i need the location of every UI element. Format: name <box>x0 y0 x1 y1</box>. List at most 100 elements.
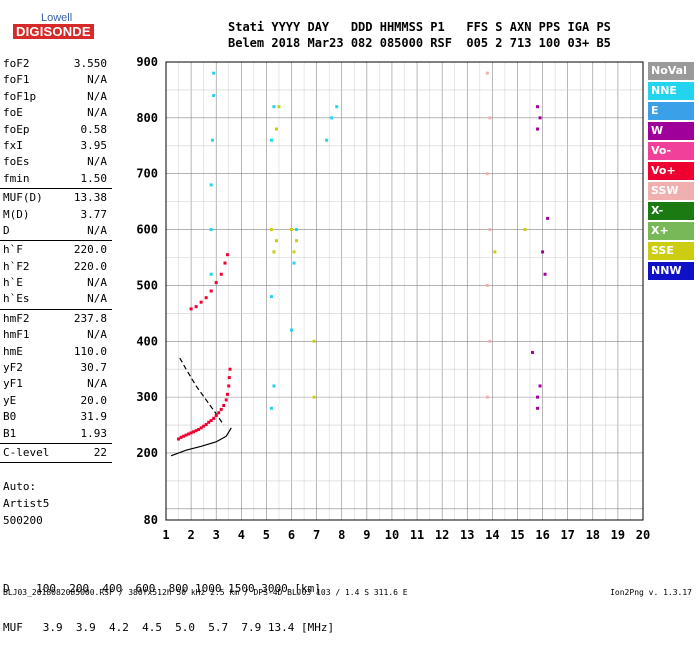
data-point-w <box>536 127 540 131</box>
ionogram-chart: 1 2 3 4 5 6 7 8 9 10 11 12 13 14 15 16 17 18 19 20 80200300… <box>136 55 650 542</box>
distance-muf-table: D 100 200 400 600 800 1000 1500 3000 [km… <box>3 556 334 647</box>
x-tick-label: 18 <box>586 528 600 542</box>
chart-points <box>177 71 550 441</box>
data-point-vo <box>192 430 196 434</box>
legend-item-w: W <box>648 122 694 140</box>
data-point-nne <box>325 138 329 142</box>
param-row: hmE 110.0 <box>0 344 112 360</box>
param-value: 31.9 <box>80 410 108 424</box>
param-key: MUF(D) <box>3 191 43 205</box>
param-key: foEp <box>3 122 30 136</box>
logo-lowell: Lowell <box>41 12 73 24</box>
x-tick-label: 17 <box>560 528 574 542</box>
y-tick-label: 300 <box>136 390 158 404</box>
x-tick-label: 13 <box>460 528 474 542</box>
data-point-vo <box>199 300 203 304</box>
auto-label: Auto: <box>3 480 37 493</box>
param-value: N/A <box>87 223 107 237</box>
param-row: h`E N/A <box>0 275 112 291</box>
param-key: h`F <box>3 243 23 257</box>
x-tick-label: 3 <box>213 528 220 542</box>
param-key: D <box>3 223 10 237</box>
x-tick-labels: 1 2 3 4 5 6 7 8 9 10 11 12 13 14 15 16 17 18 19 20 <box>162 528 650 542</box>
data-point-nne <box>212 94 216 98</box>
data-point-vo <box>194 429 198 433</box>
data-point-vo <box>184 433 188 437</box>
data-point-vo <box>227 376 231 380</box>
logo-digisonde: DIGISONDE <box>13 24 94 39</box>
legend-item-sse: SSE <box>648 242 694 260</box>
param-row: foE N/A <box>0 105 112 121</box>
data-point-sse <box>274 127 278 131</box>
param-key: h`Es <box>3 292 30 306</box>
data-point-sse <box>523 228 527 232</box>
param-value: 22 <box>93 445 107 459</box>
param-row: fxI 3.95 <box>0 138 112 154</box>
param-key: foE <box>3 106 23 120</box>
param-key: h`F2 <box>3 259 30 273</box>
data-point-ssw <box>488 228 492 232</box>
param-row: fmin 1.50 <box>0 171 112 187</box>
param-row: C-level 22 <box>0 445 112 461</box>
legend-item-noval: NoVal <box>648 62 694 80</box>
legend-item-x: X+ <box>648 222 694 240</box>
data-point-vo <box>226 253 230 257</box>
param-key: foF1 <box>3 73 30 87</box>
param-row: D N/A <box>0 223 112 239</box>
y-tick-label: 200 <box>136 446 158 460</box>
chart-curves <box>170 357 232 457</box>
param-value: 110.0 <box>73 344 107 358</box>
param-value: N/A <box>87 377 107 391</box>
x-tick-label: 20 <box>636 528 650 542</box>
auto-code: 500200 <box>3 514 43 527</box>
data-point-sse <box>295 239 299 243</box>
curve-profile-solid <box>170 427 232 457</box>
param-row: B1 1.93 <box>0 426 112 442</box>
data-point-nne <box>269 138 273 142</box>
data-point-vo <box>187 432 191 436</box>
param-key: hmF2 <box>3 311 30 325</box>
param-key: B1 <box>3 426 17 440</box>
data-point-vo <box>179 435 183 439</box>
chart-grid <box>165 62 644 520</box>
legend-item-ssw: SSW <box>648 182 694 200</box>
param-key: yF2 <box>3 361 23 375</box>
data-point-sse <box>292 250 296 254</box>
data-point-vo <box>189 431 193 435</box>
param-value: N/A <box>87 73 107 87</box>
data-point-sse <box>269 228 273 232</box>
param-value: 1.93 <box>80 426 108 440</box>
param-value: N/A <box>87 155 107 169</box>
param-row: B0 31.9 <box>0 409 112 425</box>
param-row: foEs N/A <box>0 154 112 170</box>
param-value: 220.0 <box>73 243 107 257</box>
distance-row: D 100 200 400 600 800 1000 1500 3000 [km… <box>3 582 321 595</box>
param-value: 3.77 <box>80 207 108 221</box>
data-point-nne <box>269 406 273 410</box>
data-point-nne <box>210 138 214 142</box>
data-point-w <box>538 384 542 388</box>
param-row: h`F 220.0 <box>0 242 112 258</box>
param-row: hmF1 N/A <box>0 327 112 343</box>
data-point-nne <box>269 295 273 299</box>
param-key: fmin <box>3 171 30 185</box>
y-tick-label: 80 <box>144 513 158 527</box>
data-point-ssw <box>485 395 489 399</box>
data-point-vo <box>209 289 213 293</box>
x-tick-label: 2 <box>187 528 194 542</box>
y-tick-label: 700 <box>136 167 158 181</box>
plot-frame <box>165 61 644 521</box>
legend: NoVal NNE E W Vo- Vo+ SSW X- X+ SSE NNW <box>648 62 694 282</box>
param-row: h`F2 220.0 <box>0 259 112 275</box>
param-row: h`Es N/A <box>0 291 112 307</box>
data-point-sse <box>312 339 316 343</box>
data-point-nne <box>209 228 213 232</box>
legend-item-e: E <box>648 102 694 120</box>
y-tick-label: 800 <box>136 111 158 125</box>
data-point-nne <box>209 183 213 187</box>
data-point-nne <box>272 105 276 109</box>
file-info: BLJ03_2018082085000.RSF / 380fx512h 50 k… <box>3 588 408 597</box>
param-value: 13.38 <box>73 191 107 205</box>
param-value: N/A <box>87 328 107 342</box>
header-values: Belem 2018 Mar23 082 085000 RSF 005 2 71… <box>228 36 611 50</box>
